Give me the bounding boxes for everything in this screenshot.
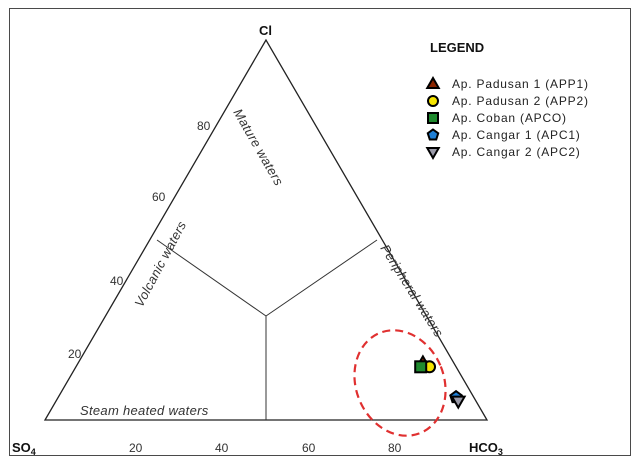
corner-label-so4-main: SO <box>12 440 31 455</box>
corner-label-hco3-sub: 3 <box>498 447 503 457</box>
legend-entry-5: Ap. Cangar 2 (APC2) <box>452 145 581 159</box>
corner-label-hco3-main: HCO <box>469 440 498 455</box>
legend-entry-4: Ap. Cangar 1 (APC1) <box>452 128 581 142</box>
legend-marker-4 <box>426 128 440 141</box>
bottom-tick-20: 20 <box>129 441 143 455</box>
corner-label-hco3: HCO3 <box>469 440 503 457</box>
legend-title: LEGEND <box>430 40 484 55</box>
legend-entry-1: Ap. Padusan 1 (APP1) <box>452 77 589 91</box>
corner-label-cl: Cl <box>259 23 272 38</box>
left-tick-60: 60 <box>152 190 166 204</box>
legend-marker-5 <box>425 147 441 161</box>
data-point-3 <box>414 360 428 374</box>
left-tick-40: 40 <box>110 274 124 288</box>
corner-label-so4-sub: 4 <box>31 447 36 457</box>
highlight-ellipse <box>353 329 447 437</box>
legend-marker-3 <box>427 112 439 124</box>
data-markers <box>414 354 467 410</box>
bottom-tick-40: 40 <box>215 441 229 455</box>
boundary-volcanic <box>156 239 267 317</box>
left-tick-80: 80 <box>197 119 211 133</box>
boundary-peripheral <box>265 239 378 317</box>
left-tick-20: 20 <box>68 347 82 361</box>
corner-label-so4: SO4 <box>12 440 36 457</box>
region-label-mature: Mature waters <box>230 106 286 188</box>
legend-entry-3: Ap. Coban (APCO) <box>452 111 567 125</box>
field-boundaries <box>156 239 378 420</box>
region-label-volcanic: Volcanic waters <box>131 218 189 309</box>
region-label-peripheral: Peripheral waters <box>377 242 446 340</box>
bottom-tick-80: 80 <box>388 441 402 455</box>
legend-marker-2 <box>427 95 439 107</box>
bottom-tick-60: 60 <box>302 441 316 455</box>
legend-entry-2: Ap. Padusan 2 (APP2) <box>452 94 589 108</box>
data-point-5 <box>450 395 467 410</box>
chart-frame <box>9 8 631 456</box>
legend: Ap. Padusan 1 (APP1) Ap. Padusan 2 (APP2)… <box>425 75 589 161</box>
region-label-steam: Steam heated waters <box>80 403 209 418</box>
legend-marker-1 <box>425 75 441 89</box>
